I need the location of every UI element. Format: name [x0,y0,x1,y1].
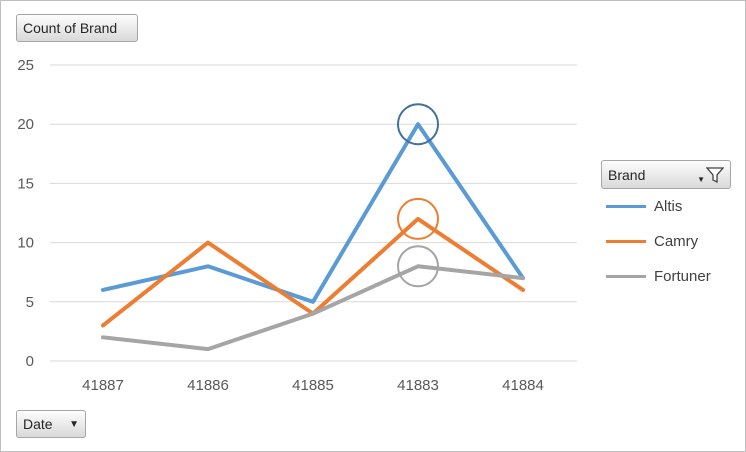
legend-swatch [606,204,646,208]
value-field-label: Count of Brand [23,20,118,36]
y-tick-label: 10 [17,235,34,252]
gridlines [50,64,577,362]
dropdown-arrow-icon[interactable]: ▼ [69,418,79,430]
filter-funnel-icon[interactable]: ▼ [697,166,724,184]
legend-item-camry[interactable]: Camry [606,231,698,251]
axis-field-label: Date [23,416,53,432]
axis-field-button[interactable]: Date ▼ [16,410,86,438]
legend-item-altis[interactable]: Altis [606,196,682,216]
legend-field-label: Brand [608,166,646,183]
x-axis-ticks: 41887 41886 41885 41883 41884 [82,377,544,394]
x-tick-label: 41887 [82,377,124,394]
series-lines [101,122,525,352]
y-tick-label: 0 [26,353,34,370]
legend-swatch [606,274,646,278]
x-tick-label: 41884 [502,377,544,394]
x-tick-label: 41885 [292,377,334,394]
x-tick-label: 41883 [397,377,439,394]
y-tick-label: 5 [26,294,34,311]
legend-swatch [606,239,646,243]
highlight-circles [397,103,439,288]
highlight-circle-altis [397,103,439,146]
x-tick-label: 41886 [187,377,229,394]
series-line-fortuner[interactable] [101,264,525,352]
y-tick-label: 25 [17,57,34,74]
legend-item-fortuner[interactable]: Fortuner [606,266,711,286]
value-field-button[interactable]: Count of Brand [16,14,138,42]
y-tick-label: 15 [17,175,34,192]
legend-label: Camry [654,232,699,250]
highlight-circle-fortuner [397,245,439,288]
legend-label: Altis [654,197,683,215]
legend-label: Fortuner [654,267,711,285]
y-tick-label: 20 [17,116,34,133]
series-line-altis[interactable] [101,122,525,304]
highlight-circle-camry [397,197,439,240]
legend-field-button[interactable]: Brand ▼ [601,160,731,189]
y-axis-ticks: 0 5 10 15 20 25 [17,57,34,370]
